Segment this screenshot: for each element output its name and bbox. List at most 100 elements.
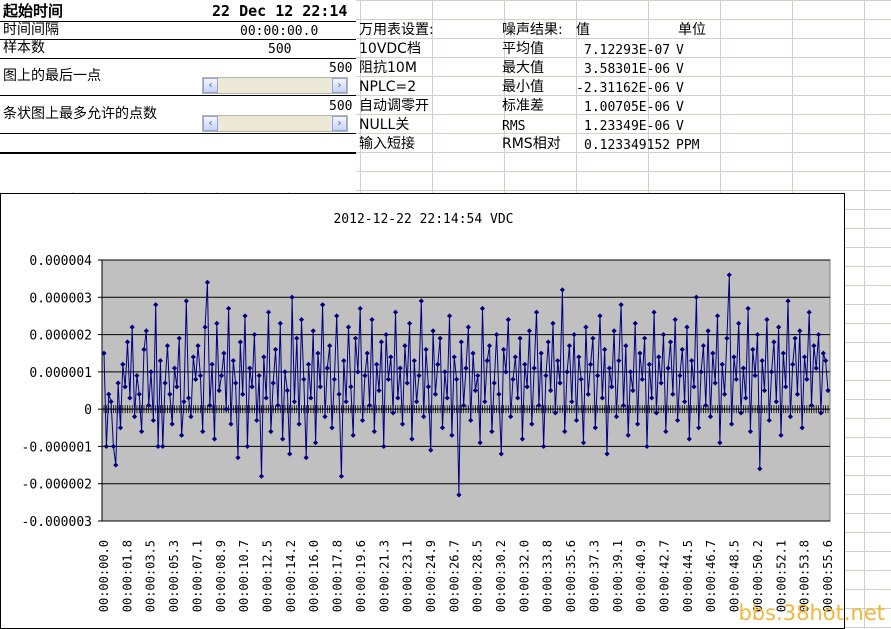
data-point (696, 425, 702, 431)
scroll-right-icon[interactable]: › (332, 78, 347, 93)
data-point (287, 451, 293, 457)
x-tick-label: 00:00:50.2 (751, 540, 765, 612)
last-point-label: 图上的最后一点 (3, 68, 101, 84)
data-point (268, 428, 274, 435)
result-name: 标准差 (502, 98, 544, 114)
data-point (585, 391, 591, 397)
data-point (569, 399, 575, 405)
data-point (778, 432, 784, 438)
x-tick-label: 00:00:40.9 (634, 540, 648, 612)
x-tick-label: 00:00:00.0 (97, 540, 111, 612)
data-point (430, 328, 436, 334)
x-tick-label: 00:00:08.9 (214, 540, 228, 612)
result-value: 1.23349E-06 (584, 119, 671, 134)
data-point (538, 350, 544, 356)
x-tick-label: 00:00:03.5 (144, 540, 158, 612)
data-point (731, 354, 737, 360)
data-point (623, 343, 629, 349)
data-point (352, 335, 359, 341)
data-point (284, 387, 290, 394)
data-point (724, 335, 730, 341)
data-point (799, 425, 805, 431)
data-point (312, 440, 319, 446)
scroll-left-icon[interactable]: ‹ (203, 78, 218, 93)
x-tick-label: 00:00:28.5 (471, 540, 485, 612)
data-point (418, 298, 424, 304)
last-point-scrollbar[interactable]: ‹ › (202, 77, 348, 94)
divider (0, 21, 356, 22)
data-point (491, 380, 497, 386)
data-point (783, 384, 789, 390)
data-point (682, 399, 688, 405)
data-point (167, 391, 173, 397)
x-tick-label: 00:00:16.0 (307, 540, 321, 612)
data-point (310, 328, 316, 334)
max-points-scrollbar[interactable]: ‹ › (202, 115, 348, 132)
data-point (193, 376, 199, 382)
data-point (637, 350, 643, 356)
scroll-left-icon[interactable]: ‹ (203, 116, 218, 131)
data-point (442, 369, 448, 375)
unit-header: 单位 (678, 22, 706, 38)
data-point (496, 391, 502, 397)
meter-setting: NULL关 (359, 117, 410, 133)
data-point (378, 339, 384, 345)
scroll-right-icon[interactable]: › (332, 116, 347, 131)
data-point (113, 462, 119, 468)
data-point (604, 451, 610, 457)
data-point (338, 473, 345, 479)
data-point (308, 395, 314, 401)
y-tick-label: -0.000001 (22, 440, 92, 455)
x-tick-label: 00:00:12.5 (260, 540, 274, 612)
data-point (439, 425, 446, 431)
y-tick-label: -0.000002 (22, 478, 92, 493)
data-point (700, 343, 707, 349)
data-point (115, 380, 121, 386)
meter-setting: 阻抗10M (359, 60, 417, 76)
data-point (425, 384, 431, 390)
data-point (153, 302, 159, 308)
meter-setting: 10VDC档 (359, 41, 421, 57)
data-point (357, 305, 363, 312)
data-point (576, 354, 582, 360)
result-unit: V (676, 100, 684, 115)
data-point (348, 384, 354, 390)
data-point (195, 343, 201, 349)
data-point (164, 343, 171, 349)
data-point (183, 298, 189, 304)
x-tick-label: 00:00:44.5 (681, 540, 695, 612)
y-tick-label: -0.000003 (22, 515, 92, 530)
data-point (117, 425, 124, 431)
data-point (317, 384, 323, 390)
data-point (216, 387, 222, 394)
result-name: RMS相对 (502, 136, 561, 152)
data-point (256, 372, 262, 379)
meter-settings-title: 万用表设置: (359, 22, 434, 38)
x-tick-label: 00:00:21.3 (377, 540, 391, 612)
result-value: 0.123349152 (584, 138, 671, 153)
data-point (747, 428, 754, 435)
data-point (176, 335, 182, 341)
data-point (489, 428, 495, 435)
data-point (329, 425, 335, 431)
data-point (825, 387, 831, 394)
y-tick-label: 0 (84, 403, 92, 418)
data-point (785, 298, 791, 304)
x-tick-label: 00:00:24.9 (424, 540, 438, 612)
result-value: 7.12293E-07 (584, 43, 671, 58)
data-point (200, 428, 206, 435)
result-name: 最大值 (502, 60, 544, 76)
x-tick-label: 00:00:07.1 (190, 540, 204, 612)
data-point (254, 417, 260, 423)
data-point (729, 421, 735, 427)
data-point (124, 339, 131, 345)
data-point (710, 350, 716, 356)
noise-chart[interactable]: 2012-12-22 22:14:54 VDC 0.000004 0.000003… (0, 193, 845, 629)
data-point (592, 425, 598, 431)
x-tick-label: 00:00:37.3 (587, 540, 601, 612)
max-points-value: 500 (329, 99, 353, 114)
x-tick-label: 00:00:10.7 (237, 540, 251, 612)
x-tick-label: 00:00:52.1 (774, 540, 788, 612)
data-point (127, 395, 133, 401)
data-point (249, 384, 255, 390)
